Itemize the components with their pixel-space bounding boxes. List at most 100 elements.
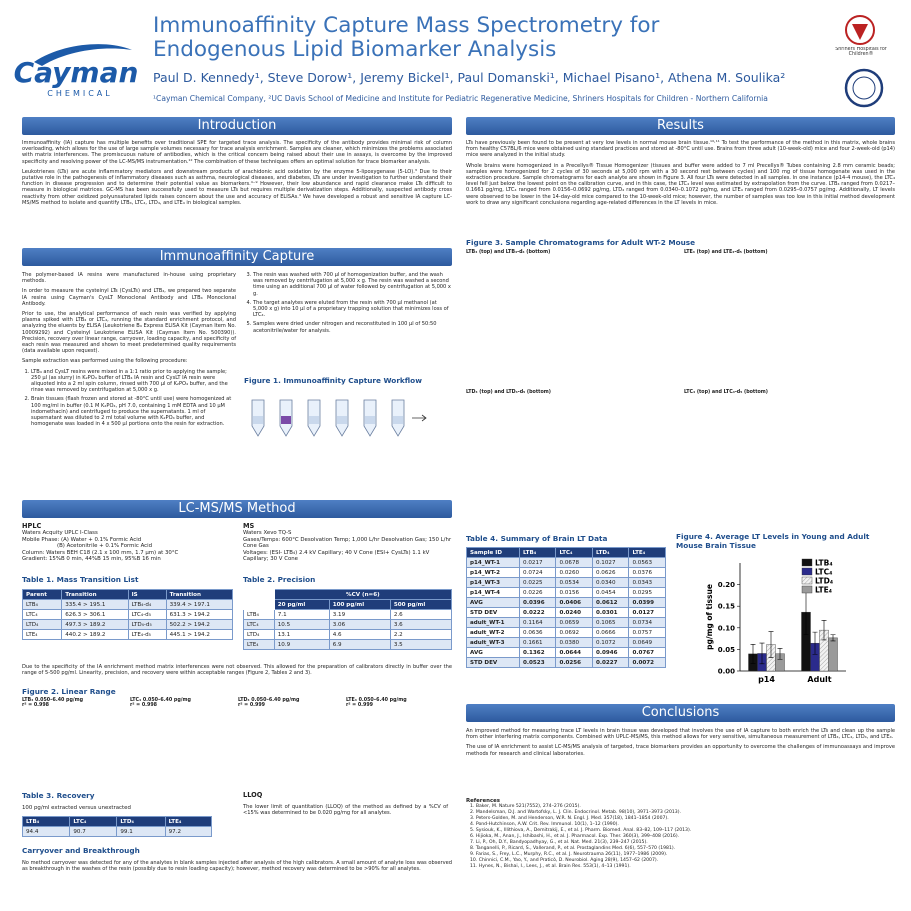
table-cell: LTC₄ bbox=[21, 609, 63, 620]
table-cell: 2.2 bbox=[389, 629, 453, 640]
method-line: (B) Acetonitrile + 0.1% Formic Acid bbox=[57, 543, 153, 549]
logo: Cayman CHEMICAL bbox=[14, 44, 138, 98]
table-row: STD DEV 0.0523 0.0256 0.0227 0.0072 bbox=[466, 657, 666, 668]
column-header: LTB₄ bbox=[518, 547, 557, 558]
table-cell: LTB₄ bbox=[21, 599, 63, 610]
capture-left: The polymer-based IA resins were manufac… bbox=[22, 272, 236, 430]
figure-title: Figure 3. Sample Chromatograms for Adult… bbox=[466, 238, 696, 247]
table-cell: 0.0295 bbox=[628, 587, 666, 598]
table-cell: 3.06 bbox=[328, 619, 391, 630]
table-cell: 0.0692 bbox=[555, 627, 593, 638]
table-cell: LTE₄ bbox=[243, 639, 275, 650]
arrow bbox=[412, 414, 427, 422]
paragraph: Due to the specificity of the IA enrichm… bbox=[22, 664, 452, 677]
step: Samples were dried under nitrogen and re… bbox=[253, 321, 452, 333]
shriners-emblem bbox=[852, 24, 868, 40]
table-cell: 13.1 bbox=[273, 629, 330, 640]
table-cell: LTB₄ bbox=[243, 609, 275, 620]
table-header-row: Parent Transition IS Transition bbox=[21, 589, 234, 600]
table-cell: 0.0396 bbox=[518, 597, 557, 608]
table-cell: LTD₄ bbox=[243, 629, 275, 640]
partner-name: Shriners Hospitals for Children® bbox=[835, 47, 887, 57]
table-cell: 0.1027 bbox=[591, 557, 630, 568]
table-cell: 99.1 bbox=[116, 826, 166, 837]
table-cell: LTC₄ bbox=[243, 619, 275, 630]
panel-title: LTE₄ (top) and LTE₄-d₅ (bottom) bbox=[684, 250, 768, 255]
y-tick-label: 0.15 bbox=[718, 603, 735, 611]
table-cell: 6.9 bbox=[328, 639, 391, 650]
hplc: HPLC Waters Acquity UPLC I-Class Mobile P… bbox=[22, 522, 237, 563]
table-cell: 0.0534 bbox=[555, 577, 593, 588]
reference: 7. Li, P., Oh, D.Y., Bandyopadhyay, G., … bbox=[470, 840, 648, 845]
table-cell: 0.1362 bbox=[518, 647, 557, 658]
method-line: Mobile Phase: (A) Water + 0.1% Formic Ac… bbox=[22, 536, 142, 543]
section-heading: Introduction bbox=[22, 117, 452, 135]
reference: 3. Peters-Golden, M. and Henderson, W.R.… bbox=[470, 816, 669, 821]
column-header: Transition bbox=[61, 589, 129, 600]
table-row: LTD₄ 497.3 > 189.2 LTD₄-d₅ 502.2 > 194.2 bbox=[21, 619, 234, 630]
table-cell: 0.0343 bbox=[628, 577, 666, 588]
table-cell: 0.0227 bbox=[591, 657, 630, 668]
reference: 2. Mandelsman, D.J. and Wartofsky, L. J.… bbox=[470, 810, 681, 815]
table-cell: 0.0399 bbox=[628, 597, 666, 608]
error-bar bbox=[830, 634, 836, 642]
chromatogram-panel: LTE₄ (top) and LTE₄-d₅ (bottom) bbox=[684, 250, 895, 384]
table-header-row: LTB₄ LTC₄ LTD₄ LTE₄ bbox=[21, 816, 213, 827]
label-box: Clean resin bbox=[330, 442, 356, 466]
table-cell: 0.0240 bbox=[555, 607, 593, 618]
y-axis-label: pg/mg of tissue bbox=[705, 584, 714, 650]
reference: 5. Sysiouk, K., Illithiova, A., Demitrak… bbox=[470, 828, 692, 833]
table-cell: 0.0644 bbox=[555, 647, 593, 658]
table-cell: 0.0649 bbox=[628, 637, 666, 648]
table-cell: AVG bbox=[466, 597, 520, 608]
table-cell: 0.0636 bbox=[518, 627, 557, 638]
label-box: Clean resin bbox=[246, 442, 272, 466]
method-line: Waters Xevo TQ-S bbox=[243, 530, 292, 536]
workflow-figure: Clean resinLoad sampleWashClean resinElu… bbox=[246, 399, 427, 466]
table-cell: 631.3 > 194.2 bbox=[165, 609, 234, 620]
error-bar bbox=[777, 647, 783, 660]
table-cell: adult_WT-2 bbox=[466, 627, 520, 638]
affiliation: ¹Cayman Chemical Company, ²UC Davis Scho… bbox=[153, 94, 768, 103]
resin bbox=[337, 416, 347, 424]
column-header: LTE₄ bbox=[628, 547, 666, 558]
table-cell: LTE₄ bbox=[21, 629, 63, 640]
paragraph: No method carryover was detected for any… bbox=[22, 860, 452, 873]
table-cell: 0.0225 bbox=[518, 577, 557, 588]
steps: LTB₄ and CysLT resins were mixed in a 1:… bbox=[22, 369, 236, 428]
table-cell: 0.1661 bbox=[518, 637, 557, 648]
reference: 1. Baker, M. Nature 521(7552), 274–276 (… bbox=[470, 804, 581, 809]
column-header: 100 pg/ml bbox=[328, 599, 391, 610]
table-cell: 0.0217 bbox=[518, 557, 557, 568]
linear-panel: LTB₄ 0.050–6.40 pg/mg r² = 0.998 bbox=[22, 698, 124, 780]
partner-logos: Shriners Hospitals for Children® bbox=[835, 15, 887, 108]
steps: The resin was washed with 700 µl of homo… bbox=[244, 272, 452, 334]
subheading: MS bbox=[243, 522, 255, 530]
intro-text: Immunoaffinity (IA) capture has multiple… bbox=[22, 140, 452, 210]
bar-hatch bbox=[819, 630, 829, 671]
column-header: Transition bbox=[165, 589, 234, 600]
table-cell: p14_WT-3 bbox=[466, 577, 520, 588]
label-box: Elution bbox=[358, 442, 384, 466]
table-cell: 335.4 > 195.1 bbox=[61, 599, 129, 610]
table-cell: 0.0256 bbox=[555, 657, 593, 668]
reference: 10. Chinnici, C.M., Yao, Y., and Praticò… bbox=[470, 858, 659, 863]
data-table: %CV (n=6) 20 pg/ml 100 pg/ml 500 pg/ml LTB₄ 7… bbox=[243, 589, 453, 650]
column-header: LTD₄ bbox=[116, 816, 166, 827]
reference: 9. Farias, S., Frey, L.C., Murphy, R.C.,… bbox=[470, 852, 668, 857]
title: Immunoaffinity Capture Mass Spectrometry… bbox=[153, 13, 660, 62]
table-row: p14_WT-4 0.0226 0.0156 0.0454 0.0295 bbox=[466, 587, 666, 598]
table-cell: 0.0734 bbox=[628, 617, 666, 628]
results-text: LTs have previously been found to be pre… bbox=[466, 140, 895, 210]
table-cell: 3.19 bbox=[328, 609, 391, 620]
table-cell: 0.0226 bbox=[518, 587, 557, 598]
table-cell: 7.1 bbox=[273, 609, 330, 620]
y-tick-label: 0.20 bbox=[718, 581, 735, 589]
logo-swoosh bbox=[34, 44, 132, 66]
table-header-row: %CV (n=6) bbox=[243, 589, 453, 600]
table-row: LTE₄ 10.9 6.9 3.5 bbox=[243, 639, 453, 650]
table-cell: p14_WT-4 bbox=[466, 587, 520, 598]
bar bbox=[828, 637, 838, 672]
table-cell: STD DEV bbox=[466, 607, 520, 618]
chromatogram-panel: LTB₄ (top) and LTB₄-d₄ (bottom) bbox=[466, 250, 677, 384]
